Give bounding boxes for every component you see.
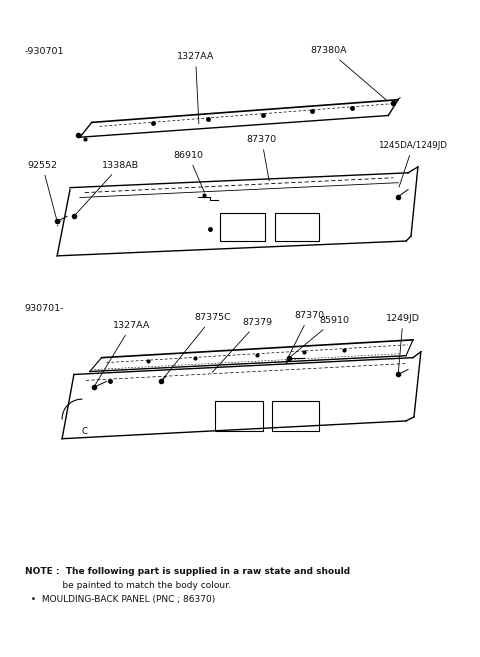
Text: -930701: -930701 [24, 47, 64, 56]
Text: 87380A: 87380A [311, 46, 386, 100]
Text: 87370: 87370 [247, 135, 277, 181]
Text: 92552: 92552 [27, 161, 57, 219]
Bar [216, 401, 263, 431]
Bar [272, 401, 319, 431]
Text: 87370: 87370 [286, 311, 324, 362]
Text: 85910: 85910 [291, 316, 349, 356]
Bar [220, 214, 264, 241]
Text: C: C [82, 427, 88, 436]
Text: 87375C: 87375C [163, 313, 231, 379]
Text: 930701-: 930701- [24, 304, 64, 313]
Bar [275, 214, 319, 241]
Text: 87379: 87379 [212, 318, 273, 373]
Text: NOTE :  The following part is supplied in a raw state and should: NOTE : The following part is supplied in… [24, 567, 349, 576]
Text: •  MOULDING-BACK PANEL (PNC ; 86370): • MOULDING-BACK PANEL (PNC ; 86370) [24, 595, 215, 604]
Text: 86910: 86910 [174, 151, 204, 192]
Text: 1327AA: 1327AA [177, 52, 214, 124]
Text: be painted to match the body colour.: be painted to match the body colour. [24, 581, 230, 590]
Text: 1327AA: 1327AA [95, 321, 150, 385]
Text: 1249JD: 1249JD [386, 314, 420, 372]
Text: 1245DA/1249JD: 1245DA/1249JD [378, 141, 447, 187]
Text: 1338AB: 1338AB [76, 161, 139, 214]
